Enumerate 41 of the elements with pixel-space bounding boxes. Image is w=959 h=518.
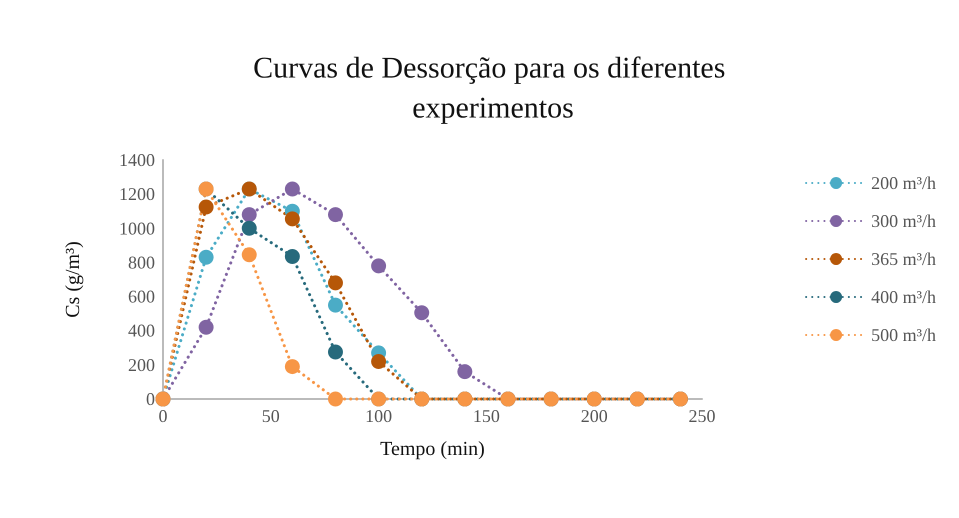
y-axis-title: Cs (g/m³) <box>62 241 84 318</box>
legend-label: 500 m³/h <box>871 325 936 345</box>
x-tick-label: 250 <box>688 406 716 426</box>
point <box>284 182 300 197</box>
x-tick-label: 200 <box>580 406 608 426</box>
point <box>242 247 257 262</box>
y-tick-label: 1000 <box>119 218 155 238</box>
y-tick-label: 0 <box>146 389 155 409</box>
legend-label: 300 m³/h <box>871 211 936 231</box>
point <box>284 248 300 264</box>
point <box>328 392 343 406</box>
legend-label: 400 m³/h <box>871 287 936 307</box>
y-tick-label: 400 <box>128 320 155 341</box>
point <box>414 305 430 320</box>
point <box>328 275 343 290</box>
y-tick-label: 600 <box>128 286 155 307</box>
point <box>328 344 343 360</box>
point <box>457 364 472 380</box>
x-tick-label: 50 <box>262 406 280 426</box>
x-axis-title: Tempo (min) <box>380 438 485 460</box>
x-tick-label: 150 <box>472 406 500 426</box>
x-tick-label: 100 <box>365 406 392 426</box>
y-tick-label: 800 <box>128 252 155 272</box>
point <box>284 359 300 374</box>
point <box>284 211 300 226</box>
point <box>198 250 214 265</box>
chart-title: Curvas de Dessorção para os diferentes experimentos <box>253 52 733 124</box>
x-tick-label: 0 <box>158 406 168 426</box>
y-tick-label: 1200 <box>119 184 155 204</box>
point <box>328 298 343 313</box>
y-tick-label: 1400 <box>119 150 155 170</box>
point <box>371 354 386 369</box>
point <box>371 258 386 274</box>
y-tick-label: 200 <box>128 354 155 375</box>
point <box>198 320 214 335</box>
point <box>328 207 343 222</box>
legend-label: 365 m³/h <box>871 249 936 269</box>
legend-label: 200 m³/h <box>871 173 936 193</box>
point <box>242 220 257 236</box>
point <box>198 199 214 214</box>
point <box>242 207 257 222</box>
